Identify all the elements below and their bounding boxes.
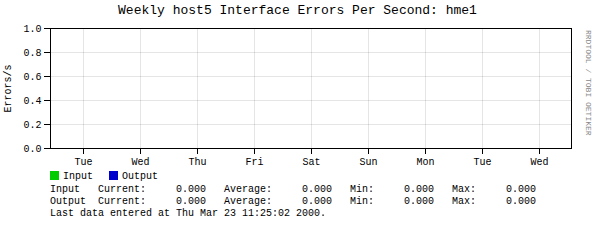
svg-text:Sat: Sat <box>302 157 320 168</box>
svg-text:Wed: Wed <box>131 157 149 168</box>
svg-text:Tue: Tue <box>74 157 92 168</box>
svg-text:Mon: Mon <box>416 157 434 168</box>
html-text:Weekly host5 Interface Errors: Weekly host5 Interface Errors Per Second… <box>118 3 477 18</box>
svg-text:0.8: 0.8 <box>23 48 41 59</box>
svg-text:0.4: 0.4 <box>23 96 41 107</box>
svg-text:1.0: 1.0 <box>23 24 41 35</box>
svg-text:0.0: 0.0 <box>23 144 41 155</box>
html-text:Input Current: 0.000 Average:: Input Current: 0.000 Average: 0.000 Min:… <box>50 184 537 195</box>
html-text:Output: Output <box>122 171 158 182</box>
svg-text:0.6: 0.6 <box>23 72 41 83</box>
html-text:Last data entered at Thu Mar 2: Last data entered at Thu Mar 23 11:25:02… <box>50 208 326 219</box>
svg-text:Thu: Thu <box>188 157 206 168</box>
html-text:Input: Input <box>63 171 93 182</box>
svg-text:Fri: Fri <box>245 157 263 168</box>
svg-text:Sun: Sun <box>359 157 377 168</box>
svg-text:0.2: 0.2 <box>23 120 41 131</box>
html-text:Output Current: 0.000 Average:: Output Current: 0.000 Average: 0.000 Min… <box>50 196 537 207</box>
svg-text:Tue: Tue <box>473 157 491 168</box>
html-text:RRDTOOL / TOBI OETIKER: RRDTOOL / TOBI OETIKER <box>584 30 593 136</box>
svg-text:Errors/s: Errors/s <box>3 64 14 112</box>
svg-text:Wed: Wed <box>530 157 548 168</box>
